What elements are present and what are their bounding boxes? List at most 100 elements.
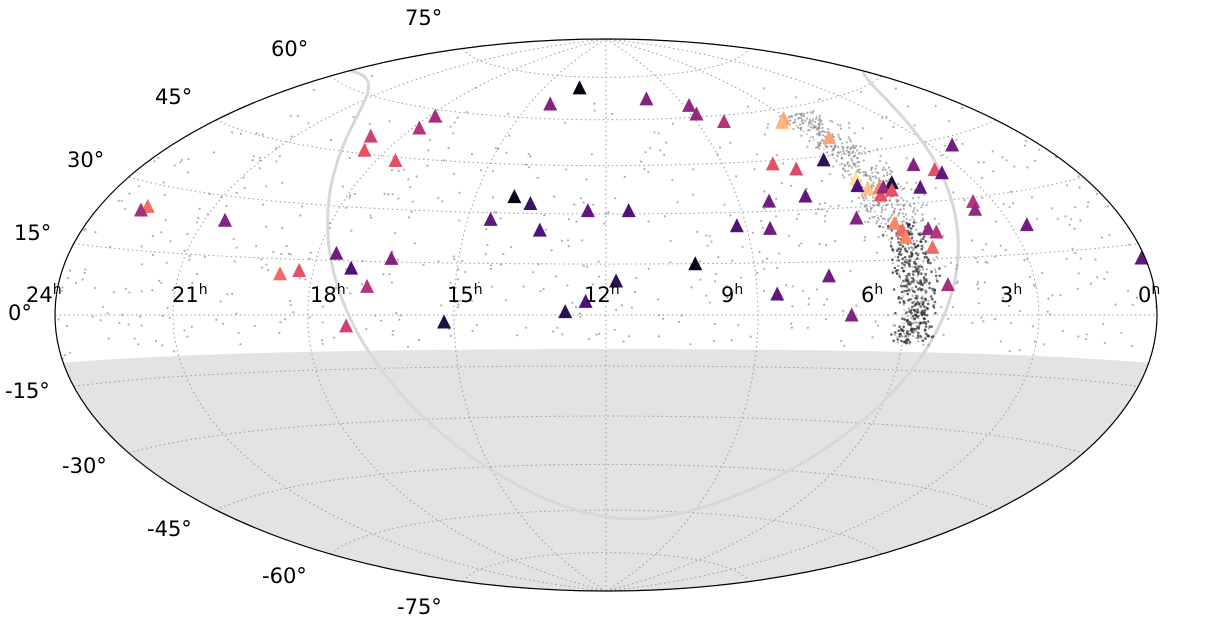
star-point bbox=[794, 113, 797, 116]
star-point bbox=[907, 335, 910, 338]
star-point bbox=[395, 312, 398, 315]
star-point bbox=[922, 276, 926, 279]
star-point bbox=[491, 196, 495, 199]
star-point bbox=[790, 326, 794, 329]
star-point bbox=[1046, 310, 1049, 313]
star-point bbox=[907, 280, 910, 284]
star-point bbox=[578, 312, 582, 315]
star-point bbox=[457, 303, 460, 306]
star-point bbox=[940, 154, 943, 157]
star-point bbox=[776, 266, 779, 270]
triangle-marker bbox=[913, 179, 928, 194]
star-point bbox=[456, 116, 459, 119]
star-point bbox=[923, 255, 927, 259]
star-point bbox=[627, 335, 631, 338]
star-point bbox=[919, 279, 922, 282]
star-point bbox=[982, 320, 985, 323]
star-point bbox=[815, 117, 818, 120]
background-stars bbox=[57, 74, 1157, 360]
star-point bbox=[890, 170, 894, 173]
star-point bbox=[332, 336, 336, 339]
star-point bbox=[426, 164, 429, 167]
star-point bbox=[910, 288, 913, 291]
star-point bbox=[924, 292, 927, 295]
star-point bbox=[883, 200, 887, 203]
star-point bbox=[312, 88, 315, 91]
star-point bbox=[566, 284, 569, 287]
star-point bbox=[912, 273, 915, 276]
star-point bbox=[857, 169, 860, 172]
star-point bbox=[812, 110, 815, 113]
ra-tick-unit: h bbox=[199, 282, 208, 298]
star-point bbox=[916, 209, 919, 212]
star-point bbox=[899, 247, 902, 250]
star-point bbox=[919, 240, 922, 243]
star-point bbox=[843, 344, 846, 347]
star-point bbox=[255, 245, 258, 248]
star-point bbox=[933, 289, 936, 293]
star-point bbox=[298, 277, 301, 280]
star-point bbox=[407, 178, 410, 181]
star-point bbox=[1095, 192, 1099, 195]
star-point bbox=[908, 264, 911, 268]
star-point bbox=[814, 126, 817, 129]
star-point bbox=[140, 290, 143, 293]
star-point bbox=[846, 161, 850, 164]
star-point bbox=[1033, 340, 1036, 343]
star-point bbox=[818, 97, 821, 101]
star-point bbox=[903, 263, 906, 267]
star-point bbox=[872, 196, 875, 199]
star-point bbox=[831, 153, 834, 156]
star-point bbox=[1010, 190, 1013, 193]
star-point bbox=[647, 220, 650, 223]
star-point bbox=[825, 151, 829, 154]
star-point bbox=[1023, 144, 1027, 147]
triangle-marker bbox=[934, 165, 949, 180]
star-point bbox=[350, 229, 353, 232]
star-point bbox=[896, 214, 900, 217]
star-point bbox=[850, 200, 854, 203]
star-point bbox=[1085, 333, 1088, 336]
star-point bbox=[672, 122, 675, 125]
star-point bbox=[225, 205, 228, 208]
star-point bbox=[888, 199, 891, 202]
star-point bbox=[94, 286, 97, 290]
star-point bbox=[909, 218, 912, 221]
star-point bbox=[913, 300, 916, 303]
star-point bbox=[741, 245, 744, 248]
star-point bbox=[810, 123, 813, 126]
ra-tick-label: 6h bbox=[861, 282, 883, 307]
star-point bbox=[915, 181, 918, 184]
star-point bbox=[1059, 294, 1062, 297]
star-point bbox=[817, 119, 820, 122]
star-point bbox=[903, 289, 906, 293]
star-point bbox=[140, 245, 143, 248]
star-point bbox=[914, 328, 917, 331]
star-point bbox=[881, 208, 884, 212]
star-point bbox=[902, 284, 906, 288]
star-point bbox=[916, 332, 920, 335]
star-point bbox=[427, 149, 430, 152]
star-point bbox=[106, 312, 109, 315]
star-point bbox=[774, 215, 778, 218]
star-point bbox=[886, 203, 889, 206]
star-point bbox=[956, 264, 959, 267]
star-point bbox=[852, 144, 855, 147]
star-point bbox=[911, 265, 914, 268]
star-point bbox=[883, 218, 886, 221]
star-point bbox=[692, 193, 695, 196]
ra-tick-unit: h bbox=[1151, 282, 1160, 298]
star-point bbox=[923, 311, 926, 315]
star-point bbox=[68, 269, 72, 272]
star-point bbox=[179, 161, 182, 164]
star-point bbox=[801, 118, 804, 121]
star-point bbox=[874, 176, 878, 180]
star-point bbox=[657, 314, 661, 317]
star-point bbox=[1018, 309, 1021, 313]
star-point bbox=[171, 289, 174, 292]
star-point bbox=[907, 299, 910, 302]
star-point bbox=[452, 255, 455, 258]
star-point bbox=[876, 216, 880, 220]
star-point bbox=[912, 260, 915, 263]
star-point bbox=[1042, 343, 1045, 346]
